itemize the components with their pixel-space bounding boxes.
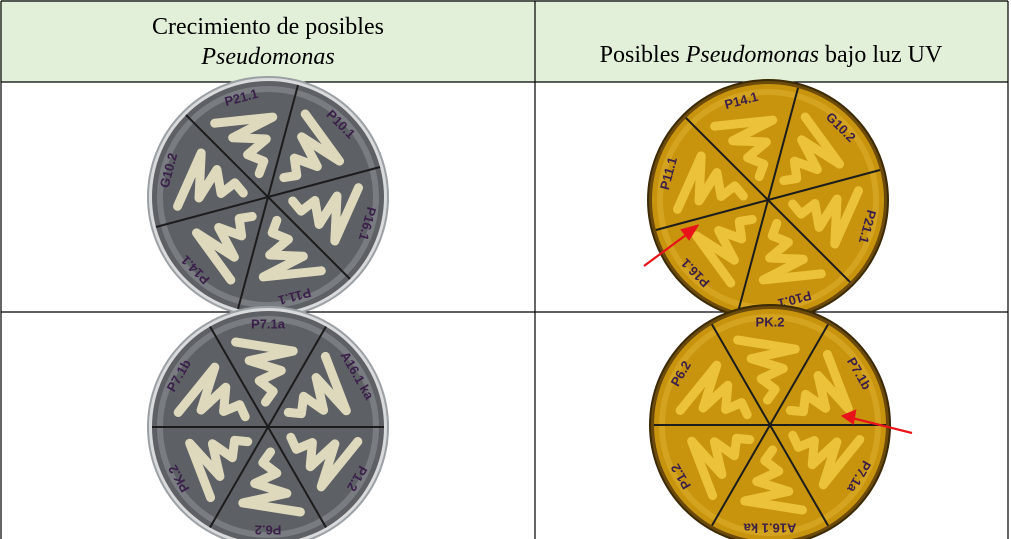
growth-streak	[740, 445, 807, 515]
growth-streak	[687, 433, 755, 501]
growth-streak	[779, 112, 844, 186]
dish-glare	[157, 86, 379, 308]
growth-streak	[733, 335, 800, 405]
growth-streak	[210, 112, 278, 179]
sector-line	[267, 426, 327, 528]
header-text: Posibles Pseudomonas bajo luz UV	[600, 42, 943, 68]
sector-line	[711, 324, 771, 426]
header-text: Pseudomonas	[685, 42, 819, 68]
sector-line	[685, 117, 769, 201]
sector-line	[767, 87, 799, 201]
growth-streak	[286, 432, 363, 492]
growth-streak	[238, 447, 305, 517]
header-text: Crecimiento de posibles	[152, 14, 384, 40]
sector-line	[711, 424, 771, 526]
growth-streak	[288, 183, 363, 246]
growth-streak	[192, 211, 257, 285]
plate-label: A16.1 ka	[743, 521, 797, 536]
growth-streak	[710, 115, 778, 182]
header-text: Posibles	[600, 42, 680, 68]
growth-streak	[231, 337, 298, 407]
sector-line	[737, 199, 769, 313]
arrows	[643, 224, 913, 435]
plate-label: P7.1a	[251, 316, 286, 331]
growth-streak	[258, 215, 326, 282]
growth-streak	[279, 109, 344, 183]
sector-line	[185, 114, 269, 198]
growth-streak	[283, 351, 351, 419]
sector-line	[655, 199, 769, 231]
header-text: Pseudomonas	[200, 44, 334, 70]
sector-line	[267, 166, 381, 198]
sector-line	[209, 426, 269, 528]
growth-streak	[673, 151, 748, 214]
growth-streak	[173, 362, 250, 422]
sector-line	[237, 196, 269, 310]
header-row	[0, 0, 1008, 82]
sector-line	[155, 196, 269, 228]
growth-streak	[185, 435, 253, 503]
growth-streak	[758, 218, 826, 285]
sector-line	[767, 169, 881, 201]
growth-streak	[173, 148, 248, 211]
plate-label: P6.2	[255, 523, 282, 538]
growth-streak	[675, 360, 752, 420]
growth-streak	[788, 430, 865, 490]
plate-label: PK.2	[756, 314, 785, 329]
sector-line	[769, 324, 829, 426]
sector-line	[769, 424, 829, 526]
header-text: bajo luz UV	[825, 42, 943, 68]
sector-line	[267, 196, 351, 280]
sector-line	[767, 199, 851, 283]
sector-line	[267, 84, 299, 198]
sector-line	[267, 326, 327, 428]
sector-line	[209, 326, 269, 428]
growth-streak	[692, 214, 757, 288]
growth-streak	[788, 186, 863, 249]
growth-streak	[785, 349, 853, 417]
